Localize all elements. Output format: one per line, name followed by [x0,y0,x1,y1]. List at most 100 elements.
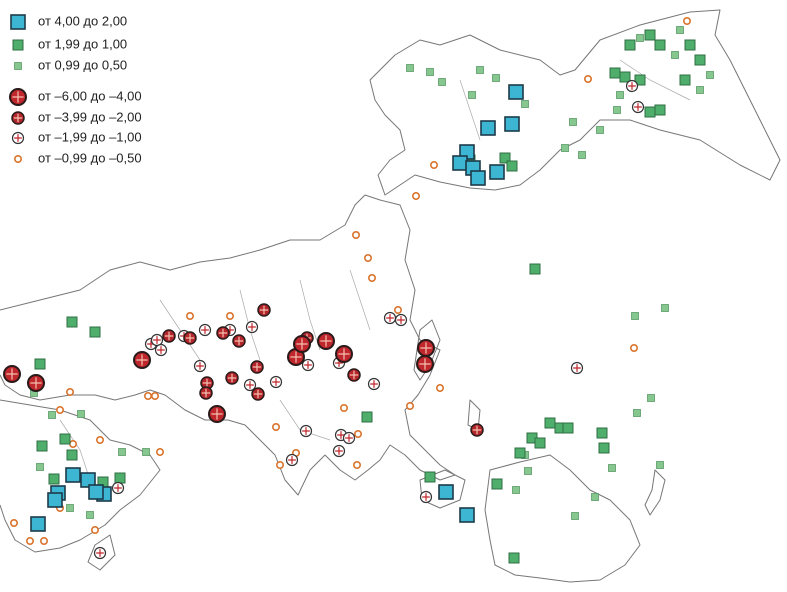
marker-cross [201,388,211,398]
marker-square [596,126,604,134]
marker-square [438,484,454,500]
legend-label: от –1,99 до –1,00 [38,129,142,144]
marker-cross [13,113,23,123]
marker-cross [302,427,310,435]
marker-square [65,467,81,483]
marker-square [679,74,691,86]
marker-square [544,417,556,429]
marker-square [14,62,22,70]
marker-square [619,71,631,83]
marker-cross [370,380,378,388]
marker-circle [151,391,160,400]
marker-circle [275,460,284,469]
marker-square [66,449,78,461]
marker-cross [304,361,312,369]
marker-square [12,39,24,51]
marker-cross [628,82,636,90]
marker-square [671,51,679,59]
marker-cross [472,425,482,435]
marker-square [86,511,94,519]
marker-cross [164,331,174,341]
marker-cross [30,377,42,389]
marker-square [504,116,520,132]
marker-square [424,471,436,483]
marker-cross [253,389,263,399]
marker-cross [114,484,122,492]
marker-square [506,160,518,172]
marker-cross [296,338,308,350]
marker-circle [186,311,195,320]
marker-circle [39,536,48,545]
marker-circle [393,305,402,314]
marker-cross [259,305,269,315]
marker-square [624,39,636,51]
marker-square [30,516,46,532]
marker-circle [411,192,420,201]
marker-square [47,492,63,508]
marker-cross [185,333,195,343]
marker-square [36,440,48,452]
marker-square [142,448,150,456]
marker-square [480,120,496,136]
marker-square [616,91,624,99]
marker-square [634,74,646,86]
marker-square [684,39,696,51]
marker-square [512,486,520,494]
madagascar-coast [87,534,116,571]
marker-circle [435,383,444,392]
marker-cross [420,342,432,354]
marker-cross [153,336,161,344]
marker-cross [246,381,254,389]
marker-square [48,411,56,419]
marker-square [89,326,101,338]
marker-square [591,493,599,501]
marker-cross [218,328,228,338]
marker-circle [339,403,348,412]
marker-cross [157,346,165,354]
marker-square [514,447,526,459]
marker-cross [12,91,24,103]
rivers [59,59,691,481]
marker-square [644,29,656,41]
marker-square [452,155,468,171]
marker-square [613,106,621,114]
marker-cross [196,362,204,370]
marker-square [499,152,511,164]
marker-circle [353,429,362,438]
marker-square [114,472,126,484]
marker-cross [335,447,343,455]
marker-square [561,144,569,152]
marker-square [476,66,484,74]
legend: от 4,00 до 2,00 от 1,99 до 1,00 от 0,99 до… [9,13,142,165]
marker-square [571,512,579,520]
legend-label: от –0,99 до –0,50 [38,150,142,165]
marker-cross [349,370,359,380]
legend-label: от 1,99 до 1,00 [38,36,127,51]
marker-cross [211,408,223,420]
marker-cross [288,456,296,464]
marker-square [77,410,85,418]
marker-square [406,64,414,72]
marker-cross [397,316,405,324]
marker-circle [14,155,23,164]
marker-cross [290,351,302,363]
marker-square [492,74,500,82]
marker-square [676,26,684,34]
marker-square [694,54,706,66]
marker-square [34,358,46,370]
marker-square [647,394,655,402]
marker-circle [682,16,691,25]
marker-cross [227,373,237,383]
marker-cross [202,378,212,388]
marker-cross [248,323,256,331]
marker-square [468,91,476,99]
marker-square [654,104,666,116]
marker-circle [144,391,153,400]
marker-square [48,473,60,485]
marker-circle [10,518,19,527]
marker-square [508,84,524,100]
marker-circle [91,525,100,534]
marker-square [656,461,664,469]
marker-square [88,484,104,500]
